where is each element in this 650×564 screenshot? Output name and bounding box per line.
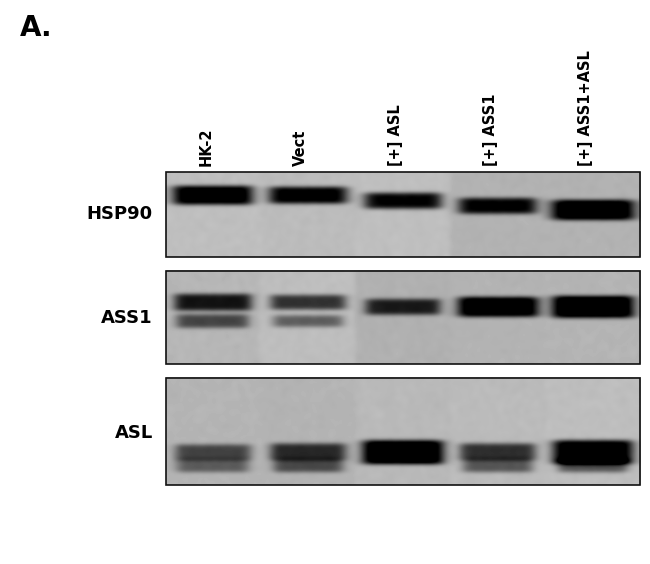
Text: HSP90: HSP90 xyxy=(86,205,153,223)
Bar xyxy=(166,172,640,257)
Text: [+] ASS1: [+] ASS1 xyxy=(483,94,498,166)
Text: A.: A. xyxy=(20,14,52,42)
Text: HK-2: HK-2 xyxy=(198,128,213,166)
Text: Vect: Vect xyxy=(293,130,308,166)
Text: [+] ASL: [+] ASL xyxy=(388,105,403,166)
Text: ASS1: ASS1 xyxy=(101,309,153,327)
Bar xyxy=(166,271,640,364)
Text: [+] ASS1+ASL: [+] ASS1+ASL xyxy=(578,51,593,166)
Text: ASL: ASL xyxy=(114,424,153,442)
Bar xyxy=(166,378,640,485)
